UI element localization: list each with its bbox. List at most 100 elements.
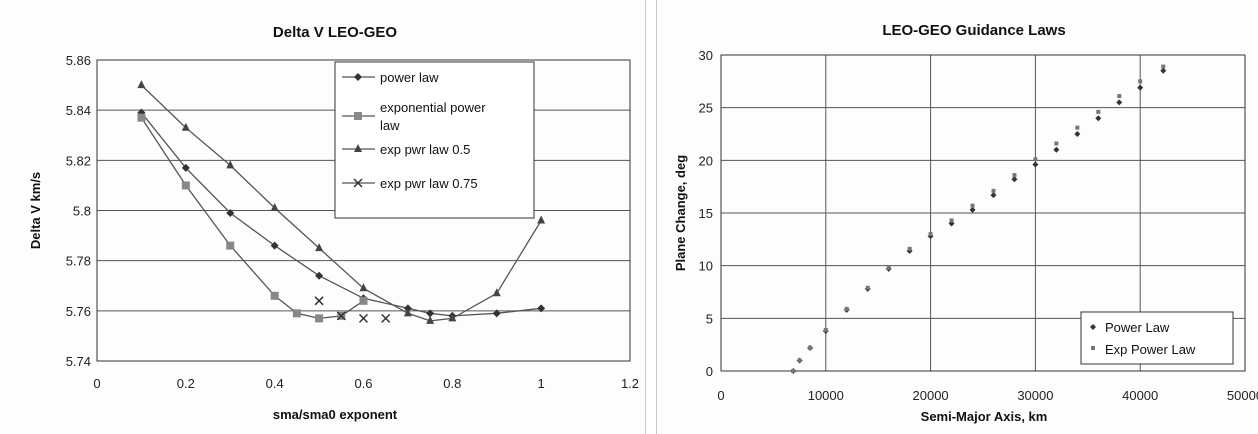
- x-tick-label: 1.2: [621, 376, 639, 391]
- legend-box: [1080, 311, 1234, 365]
- data-point: [336, 311, 346, 321]
- x-tick-label: 0.8: [443, 376, 461, 391]
- legend-marker: [1090, 324, 1096, 330]
- data-point: [1116, 99, 1123, 106]
- legend-label: Exp Power Law: [1105, 342, 1196, 357]
- x-axis-label: sma/sma0 exponent: [273, 407, 398, 422]
- y-tick-label: 0: [706, 364, 713, 379]
- x-tick-label: 20000: [913, 388, 949, 403]
- data-point: [1096, 109, 1101, 114]
- x-tick-label: 1: [538, 376, 545, 391]
- data-point: [844, 306, 849, 311]
- y-tick-label: 5.78: [66, 254, 91, 269]
- data-point: [181, 122, 190, 131]
- legend-label: exp pwr law 0.5: [380, 142, 470, 157]
- data-point: [1095, 115, 1102, 122]
- data-point: [270, 291, 279, 300]
- data-point: [823, 327, 828, 332]
- data-point: [226, 241, 235, 250]
- data-point: [292, 309, 301, 318]
- legend-marker: [354, 112, 362, 120]
- data-point: [1137, 84, 1144, 91]
- y-tick-label: 10: [699, 259, 713, 274]
- data-point: [1054, 141, 1059, 146]
- series-1: [137, 113, 368, 323]
- chart-title: LEO-GEO Guidance Laws: [882, 22, 1065, 39]
- plot-frame: [720, 54, 1246, 372]
- data-point: [492, 288, 501, 297]
- delta-v-chart: Delta V LEO-GEO 5.74 5.76 5.78 5.8 5.82 5.84 5.…: [28, 24, 639, 422]
- data-point: [226, 160, 235, 169]
- legend-marker: [1091, 346, 1095, 350]
- data-point: [1161, 64, 1166, 69]
- data-point: [949, 218, 954, 223]
- data-point: [1053, 146, 1060, 153]
- data-point: [1012, 173, 1017, 178]
- x-tick-label: 10000: [808, 388, 844, 403]
- x-tick-label: 0.4: [266, 376, 284, 391]
- data-point: [797, 358, 802, 363]
- y-tick-label: 5.74: [66, 354, 91, 369]
- data-point: [226, 209, 235, 218]
- y-tick-label: 5.76: [66, 304, 91, 319]
- y-tick-label: 5.8: [73, 204, 91, 219]
- chart-panel-delta-v: Delta V LEO-GEO 5.74 5.76 5.78 5.8 5.82 5.84 5.…: [28, 0, 646, 434]
- series-2: [137, 80, 546, 324]
- x-tick-label: 0.6: [354, 376, 372, 391]
- legend-label: law: [380, 118, 400, 133]
- data-point: [314, 296, 324, 306]
- data-point: [403, 308, 412, 317]
- data-point: [928, 232, 933, 237]
- legend-label: exp pwr law 0.75: [380, 176, 478, 191]
- data-point: [970, 203, 975, 208]
- data-point: [1033, 157, 1038, 162]
- y-tick-label: 5.84: [66, 103, 91, 118]
- series-3: [314, 296, 391, 323]
- data-point: [791, 369, 796, 373]
- data-point: [315, 243, 324, 252]
- y-tick-label: 5.86: [66, 53, 91, 68]
- x-tick-label: 0: [717, 388, 724, 403]
- x-tick-label: 50000: [1227, 388, 1258, 403]
- data-point: [137, 113, 146, 122]
- data-point: [137, 80, 146, 89]
- data-point: [426, 315, 435, 324]
- data-point: [358, 313, 369, 323]
- y-tick-label: 25: [699, 101, 713, 116]
- y-axis-label: Plane Change, deg: [673, 155, 688, 271]
- data-point: [1011, 176, 1018, 183]
- data-point: [315, 314, 324, 323]
- series-line: [140, 117, 364, 320]
- data-point: [359, 283, 368, 292]
- data-point: [426, 309, 435, 318]
- data-point: [1160, 67, 1167, 74]
- data-point: [1117, 94, 1122, 99]
- data-point: [865, 285, 870, 290]
- data-point: [181, 181, 190, 190]
- data-point: [907, 246, 912, 251]
- data-point: [537, 304, 546, 313]
- data-point: [969, 206, 976, 213]
- data-point: [492, 309, 501, 318]
- x-tick-label: 0: [93, 376, 100, 391]
- data-point: [808, 345, 813, 350]
- data-point: [1138, 79, 1143, 84]
- y-tick-label: 15: [699, 206, 713, 221]
- x-tick-label: 0.2: [177, 376, 195, 391]
- data-point: [403, 304, 412, 313]
- data-point: [991, 188, 996, 193]
- y-tick-label: 30: [699, 48, 713, 63]
- x-axis-label: Semi-Major Axis, km: [921, 409, 1048, 424]
- chart-title: Delta V LEO-GEO: [273, 24, 398, 41]
- data-point: [315, 271, 324, 280]
- data-point: [359, 296, 368, 305]
- legend-label: Power Law: [1105, 320, 1170, 335]
- guidance-laws-chart: LEO-GEO Guidance Laws 0 5 10 15 20 25 30 0 10000 2…: [673, 22, 1258, 424]
- data-point: [886, 265, 891, 270]
- legend-label: power law: [380, 70, 439, 85]
- plot-frame: [96, 59, 631, 362]
- data-point: [537, 215, 546, 224]
- y-tick-label: 20: [699, 153, 713, 168]
- data-point: [181, 163, 190, 172]
- data-point: [448, 313, 457, 322]
